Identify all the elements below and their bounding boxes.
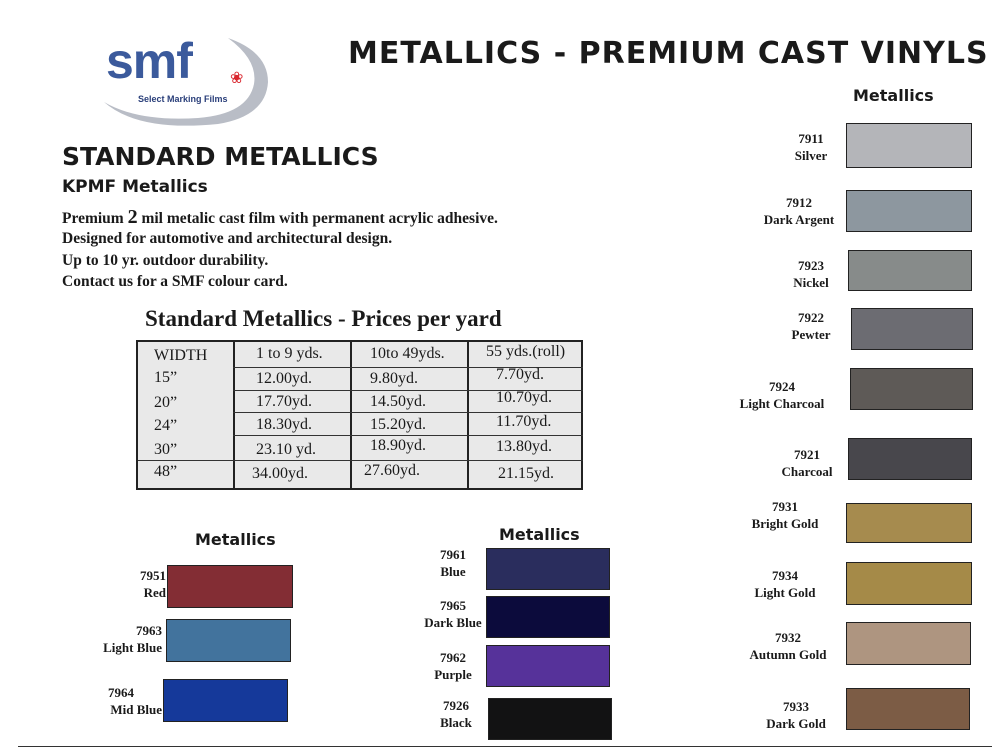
table-cell: 11.70yd.	[496, 413, 552, 430]
table-cell: 23.10 yd.	[256, 441, 316, 458]
table-cell: 20”	[154, 394, 178, 411]
swatch-label: 7911 Silver	[794, 131, 828, 163]
swatch-label: 7921 Charcoal	[781, 447, 833, 479]
swatch-light-blue	[166, 619, 291, 662]
table-cell: 48”	[154, 463, 178, 480]
swatch-silver	[846, 123, 972, 168]
swatch-label: 7934 Light Gold	[754, 568, 816, 600]
swatch-label: 7922 Pewter	[791, 310, 831, 342]
swatch-light-gold	[846, 562, 972, 605]
table-cell: 30”	[154, 441, 178, 458]
logo-tagline: Select Marking Films	[138, 94, 228, 104]
section-subtitle: KPMF Metallics	[62, 177, 208, 197]
table-cell: 14.50yd.	[370, 393, 426, 410]
right-column-heading: Metallics	[853, 86, 934, 105]
maple-leaf-icon: ❀	[230, 70, 244, 87]
swatch-nickel	[848, 250, 972, 291]
section-title: STANDARD METALLICS	[62, 142, 379, 171]
swatch-red	[167, 565, 293, 608]
swatch-light-charcoal	[850, 368, 973, 410]
table-header: 1 to 9 yds.	[256, 345, 323, 362]
swatch-label: 7961 Blue	[440, 547, 466, 579]
swatch-label: 7965 Dark Blue	[424, 598, 482, 630]
swatch-label: 7932 Autumn Gold	[749, 630, 827, 662]
swatch-bright-gold	[846, 503, 972, 543]
swatch-blue	[486, 548, 610, 590]
swatch-pewter	[851, 308, 973, 350]
price-table: WIDTH 1 to 9 yds. 10to 49yds. 55 yds.(ro…	[136, 340, 583, 490]
table-header: 10to 49yds.	[370, 345, 445, 362]
table-cell: 15”	[154, 369, 178, 386]
swatch-label: 7963 Light Blue	[103, 623, 162, 655]
swatch-label: 7923 Nickel	[793, 258, 829, 290]
price-table-title: Standard Metallics - Prices per yard	[145, 306, 502, 331]
swatch-charcoal	[848, 438, 972, 480]
swatch-mid-blue	[163, 679, 288, 722]
table-cell: 15.20yd.	[370, 416, 426, 433]
table-cell: 17.70yd.	[256, 393, 312, 410]
description-line: Designed for automotive and architectura…	[62, 230, 393, 247]
swatch-label: 7931 Bright Gold	[751, 499, 819, 531]
table-cell: 34.00yd.	[252, 465, 308, 482]
description-line: Up to 10 yr. outdoor durability.	[62, 252, 269, 269]
left-group-heading: Metallics	[195, 530, 276, 549]
swatch-label: 7933 Dark Gold	[766, 699, 826, 731]
table-cell: 10.70yd.	[496, 389, 552, 406]
swatch-label: 7951 Red	[140, 568, 166, 600]
swatch-dark-gold	[846, 688, 970, 730]
bottom-divider	[18, 746, 992, 747]
swatch-dark-argent	[846, 190, 972, 232]
mid-group-heading: Metallics	[499, 525, 580, 544]
table-cell: 21.15yd.	[498, 465, 554, 482]
table-cell: 24”	[154, 417, 178, 434]
table-header: 55 yds.(roll)	[486, 343, 566, 360]
swatch-black	[488, 698, 612, 740]
swatch-autumn-gold	[846, 622, 971, 665]
description-line: Premium 2 mil metalic cast film with per…	[62, 206, 498, 228]
swatch-label: 7964 Mid Blue	[108, 685, 162, 717]
table-cell: 12.00yd.	[256, 370, 312, 387]
table-cell: 7.70yd.	[496, 366, 544, 383]
table-cell: 9.80yd.	[370, 370, 418, 387]
table-cell: 18.30yd.	[256, 416, 312, 433]
description-line: Contact us for a SMF colour card.	[62, 273, 288, 290]
swatch-purple	[486, 645, 610, 687]
swatch-label: 7962 Purple	[434, 650, 472, 682]
swatch-label: 7912 Dark Argent	[763, 195, 835, 227]
table-header: WIDTH	[154, 347, 208, 364]
swatch-label: 7924 Light Charcoal	[739, 379, 825, 411]
swatch-dark-blue	[486, 596, 610, 638]
table-cell: 18.90yd.	[370, 437, 426, 454]
table-cell: 27.60yd.	[364, 462, 420, 479]
table-cell: 13.80yd.	[496, 438, 552, 455]
page-title: METALLICS - PREMIUM CAST VINYLS	[348, 36, 989, 71]
logo-brand: smf	[106, 33, 193, 89]
smf-logo: smf ❀ Select Marking Films	[98, 32, 278, 128]
swatch-label: 7926 Black	[440, 698, 472, 730]
